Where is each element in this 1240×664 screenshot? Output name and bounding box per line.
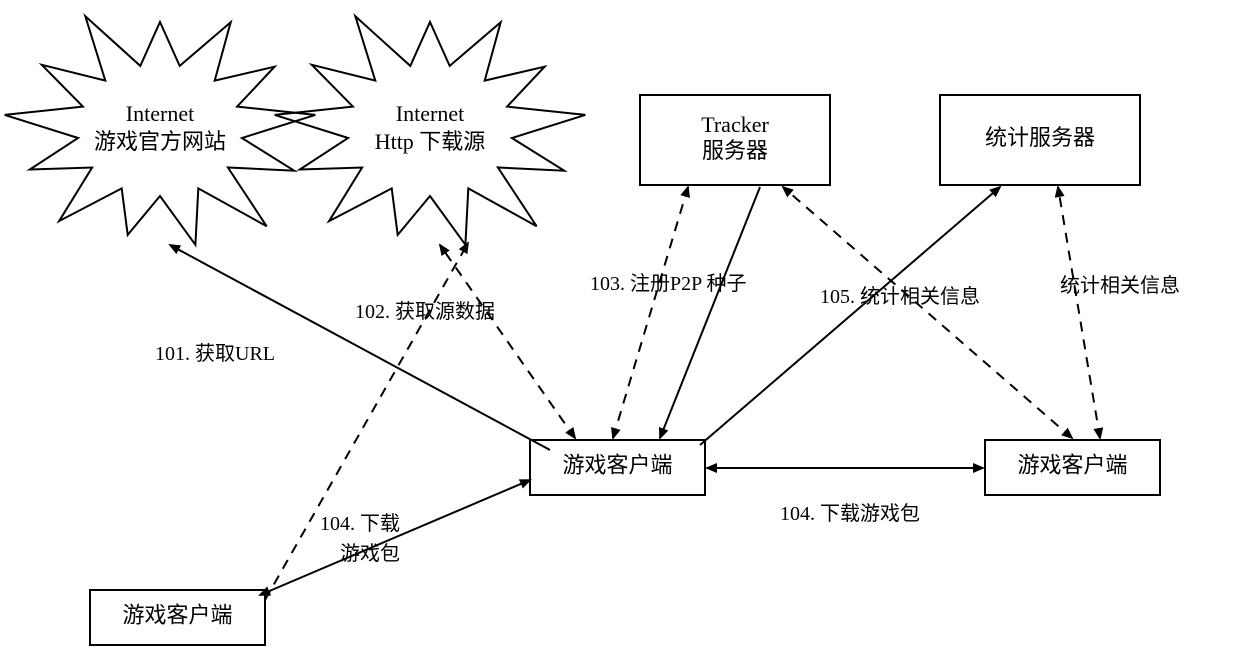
label-l104b1: 104. 下载 [320,512,400,535]
node-burst1: Internet 游戏官方网站 [5,16,316,245]
node-clientBL: 游戏客户端 [90,590,265,645]
node-label: 游戏客户端 [122,603,232,628]
label-l102: 102. 获取源数据 [355,300,495,323]
node-tracker: Tracker服务器 [640,95,830,185]
node-label: Internet [396,101,464,126]
node-label: 游戏客户端 [562,453,672,478]
label-l103: 103. 注册P2P 种子 [590,272,747,295]
edge-8 [783,187,1072,438]
edge-6 [260,480,530,595]
edge-3 [660,187,760,438]
node-label: 游戏客户端 [1017,453,1127,478]
node-clientR: 游戏客户端 [985,440,1160,495]
node-label: 统计服务器 [985,125,1095,150]
node-label: Tracker [701,112,769,137]
label-l104a: 104. 下载游戏包 [780,502,920,525]
label-l105: 105. 统计相关信息 [820,285,980,308]
edge-9 [1058,187,1100,438]
diagram-canvas: Internet 游戏官方网站 Internet Http 下载源 Tracker服务器… [0,0,1240,664]
node-stats: 统计服务器 [940,95,1140,185]
node-label: Http 下载源 [375,129,486,154]
node-label: Internet [126,101,194,126]
node-clientC: 游戏客户端 [530,440,705,495]
node-label: 服务器 [702,138,768,163]
label-lstats: 统计相关信息 [1060,274,1180,297]
label-l101: 101. 获取URL [155,342,275,365]
node-burst2: Internet Http 下载源 [275,16,586,245]
edge-2 [613,187,688,438]
edge-1 [440,245,575,438]
label-l104b2: 游戏包 [340,542,400,565]
node-label: 游戏官方网站 [94,129,226,154]
